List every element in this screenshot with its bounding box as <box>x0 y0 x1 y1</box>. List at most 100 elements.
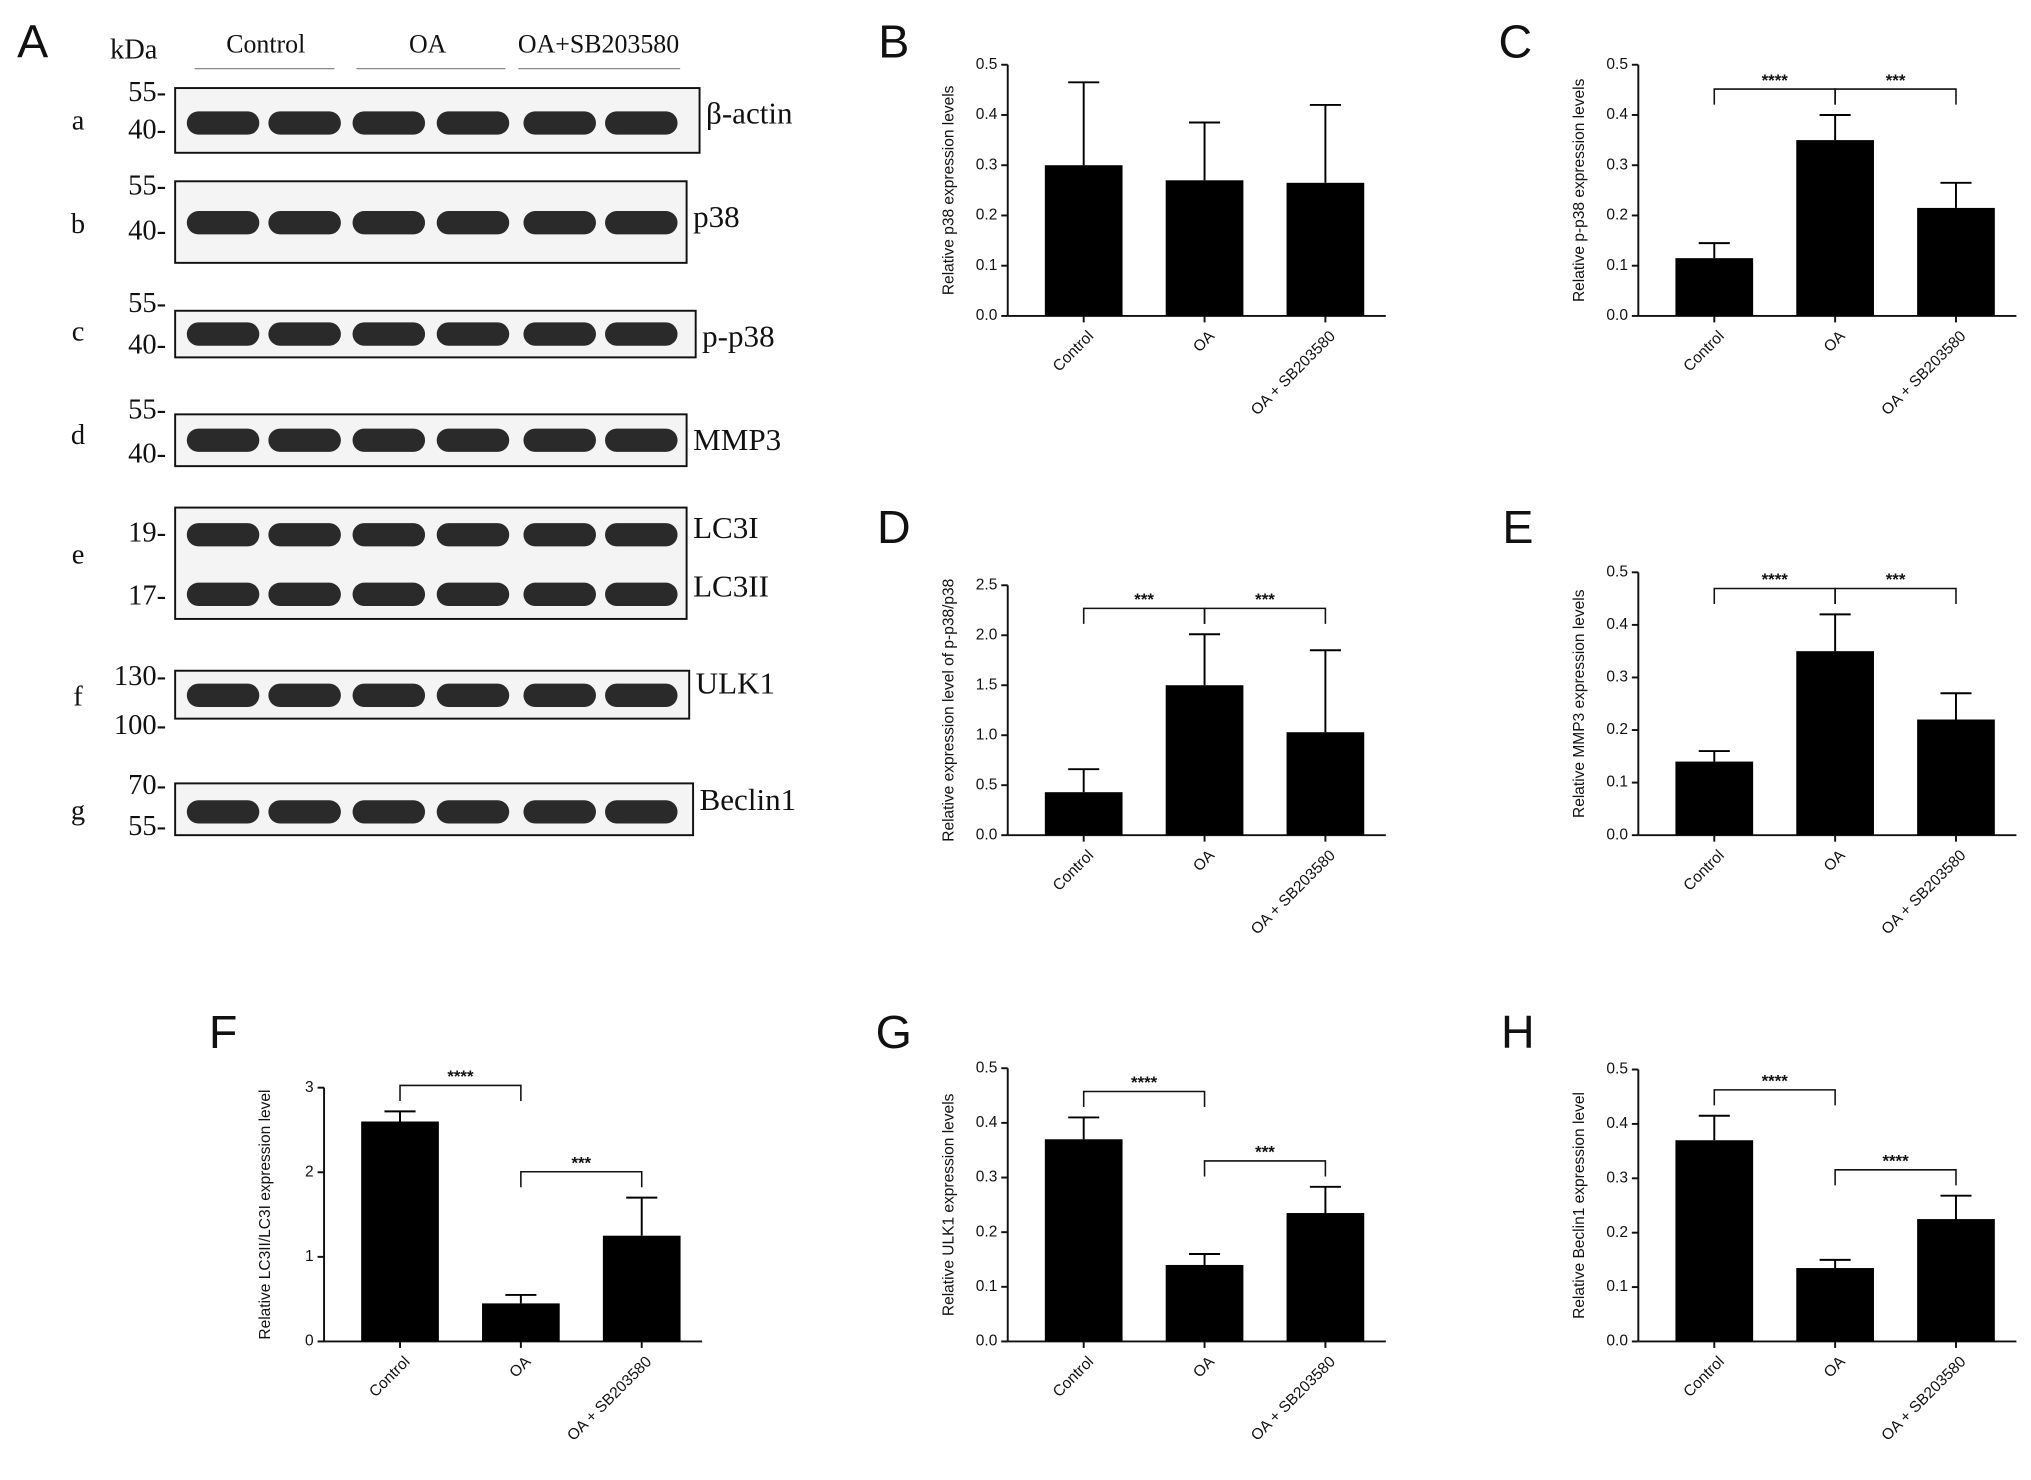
blot-band <box>186 211 260 235</box>
y-tick-label: 0.1 <box>1606 774 1628 791</box>
row-letter: d <box>71 420 85 451</box>
y-tick-label: 0.4 <box>976 1114 998 1131</box>
blot-band <box>605 523 678 547</box>
blot-band <box>523 322 596 346</box>
y-tick-label: 0.5 <box>976 56 998 73</box>
y-tick-label: 2.0 <box>976 626 998 643</box>
x-tick-label: Control <box>1050 1353 1097 1400</box>
y-tick-label: 0.3 <box>1606 156 1628 173</box>
blot-band <box>352 582 426 606</box>
significance-bracket <box>520 1170 643 1188</box>
bar <box>1917 719 1995 836</box>
blot-band <box>605 111 678 135</box>
protein-name: p-p38 <box>702 318 774 353</box>
protein-name: MMP3 <box>693 422 781 457</box>
blot-band <box>186 428 260 452</box>
significance-label: **** <box>447 1067 474 1086</box>
blot-band <box>268 322 341 346</box>
protein-name: LC3I <box>693 510 759 545</box>
y-tick-label: 0.1 <box>1606 257 1628 274</box>
y-tick-label: 0.5 <box>1606 563 1628 580</box>
x-tick-label: Control <box>1050 328 1097 375</box>
y-tick-label: 0.0 <box>1606 826 1628 843</box>
protein-name: LC3II <box>693 568 769 603</box>
protein-name: Beclin1 <box>700 782 797 817</box>
y-axis-label: Relative expression level of p-p38/p38 <box>941 579 958 842</box>
x-tick-label: OA + SB203580 <box>1878 847 1969 938</box>
significance-label: *** <box>571 1153 591 1172</box>
kda-marker: 55- <box>128 170 166 201</box>
bar <box>1165 180 1244 316</box>
kda-marker: 100- <box>114 710 166 741</box>
bar <box>602 1235 681 1342</box>
y-tick-label: 0.3 <box>976 156 998 173</box>
y-tick-label: 0.4 <box>1606 1115 1628 1132</box>
panel-label: C <box>1498 16 1532 68</box>
kda-marker: 40- <box>128 438 166 469</box>
blot-band <box>352 211 426 235</box>
blot-band <box>436 523 510 547</box>
y-tick-label: 0.5 <box>1606 1061 1628 1078</box>
blot-band <box>436 582 510 606</box>
significance-bracket <box>1713 1089 1836 1106</box>
y-tick-label: 0 <box>305 1333 314 1350</box>
kda-marker: 130- <box>114 661 166 692</box>
blot-band <box>352 683 426 707</box>
blot-band <box>605 800 678 824</box>
row-letter: g <box>71 796 85 827</box>
blot-band <box>436 683 510 707</box>
significance-label: *** <box>1134 590 1154 609</box>
y-tick-label: 0.1 <box>1606 1278 1628 1295</box>
protein-name: β-actin <box>706 96 793 131</box>
significance-bracket <box>1834 1169 1957 1186</box>
y-tick-label: 0.0 <box>1606 307 1628 324</box>
y-tick-label: 0.0 <box>976 826 998 843</box>
significance-label: **** <box>1131 1073 1158 1092</box>
bar <box>1286 182 1365 316</box>
y-tick-label: 0.1 <box>976 257 998 274</box>
row-letter: e <box>72 539 85 570</box>
significance-label: **** <box>1762 570 1789 589</box>
blot-band <box>523 111 596 135</box>
significance-bracket <box>1203 1160 1327 1177</box>
x-tick-label: Control <box>1680 328 1727 375</box>
y-axis-label: Relative Beclin1 expression level <box>1571 1092 1588 1319</box>
blot-band <box>352 800 426 824</box>
x-tick-label: Control <box>1680 847 1727 894</box>
bar <box>482 1303 560 1342</box>
blot-band <box>523 800 596 824</box>
panel-label: G <box>876 1006 912 1058</box>
bar <box>1165 1264 1244 1342</box>
bar <box>1286 1213 1365 1342</box>
blot-band <box>268 211 341 235</box>
row-letter: b <box>71 209 85 240</box>
panel-label: A <box>17 16 48 68</box>
bar <box>1796 651 1874 836</box>
blot-band <box>268 800 341 824</box>
bar <box>1917 207 1995 316</box>
panel-label: E <box>1502 501 1533 553</box>
significance-bracket <box>1834 88 1957 105</box>
blot-band <box>186 800 260 824</box>
y-axis-label: Relative ULK1 expression levels <box>941 1093 958 1316</box>
y-tick-label: 2.5 <box>976 576 998 593</box>
x-tick-label: Control <box>1050 847 1097 894</box>
y-tick-label: 0.4 <box>1606 106 1628 123</box>
kda-marker: 55- <box>128 288 166 319</box>
y-tick-label: 0.0 <box>1606 1333 1628 1350</box>
bar <box>1796 1268 1874 1342</box>
blot-band <box>523 211 596 235</box>
blot-band <box>523 683 596 707</box>
y-tick-label: 0.3 <box>976 1169 998 1186</box>
significance-bracket <box>1834 587 1957 605</box>
bar <box>1044 1139 1123 1342</box>
kda-marker: 40- <box>128 330 166 361</box>
blot-band <box>186 322 260 346</box>
y-axis-label: Relative p-p38 expression levels <box>1571 78 1588 302</box>
x-tick-label: OA + SB203580 <box>1248 328 1339 419</box>
y-tick-label: 0.0 <box>976 307 998 324</box>
significance-bracket <box>1082 1090 1206 1108</box>
y-tick-label: 1 <box>305 1248 314 1265</box>
significance-label: *** <box>1255 590 1275 609</box>
blot-band <box>605 428 678 452</box>
